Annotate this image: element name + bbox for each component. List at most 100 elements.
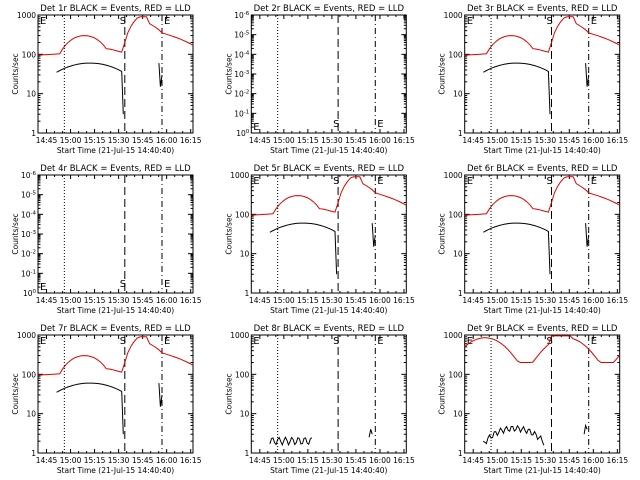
x-tick-label: 15:00 [486,456,508,465]
y-axis-label: Counts/sec [438,373,447,414]
x-tick-label: 16:00 [369,296,391,305]
y-tick-label: 100 [235,370,250,379]
y-tick-label: 1000 [17,331,36,340]
plot-title: Det 8r BLACK = Events, RED = LLD [254,324,405,334]
marker-E-start: E [467,176,473,187]
series-line-black [56,382,124,435]
x-tick-label: 16:00 [369,136,391,145]
series-line-black [269,222,338,275]
y-tick-label: 10-5 [234,31,250,40]
y-tick-label: 100 [235,210,250,219]
y-tick-label: 1000 [230,171,249,180]
x-tick-label: 16:15 [180,296,202,305]
series-line-red [251,176,407,216]
y-tick-label: 10 [453,410,463,419]
plot-frame [250,174,407,294]
x-tick-label: 15:15 [84,456,106,465]
detector-plot-panel: Det 7r BLACK = Events, RED = LLD 1 10 100 10… [11,324,202,475]
x-axis-label: Start Time (21-Jul-15 14:40:40) [270,146,387,155]
marker-S: S [333,119,339,130]
x-tick-label: 15:45 [132,296,154,305]
y-tick-label: 1000 [444,11,463,20]
y-tick-label: 100 [23,289,37,298]
marker-S: S [547,176,553,187]
x-tick-label: 16:00 [156,136,178,145]
detector-plot-panel: Det 3r BLACK = Events, RED = LLD 1 10 100 10… [438,4,629,155]
x-tick-label: 15:30 [108,296,130,305]
series-line-black [56,62,124,115]
y-tick-label: 1000 [444,171,463,180]
marker-E-end: E [591,336,597,347]
x-tick-label: 16:15 [393,136,415,145]
plot-title: Det 1r BLACK = Events, RED = LLD [40,4,191,14]
x-tick-label: 15:30 [108,136,130,145]
marker-S: S [120,336,126,347]
x-axis-label: Start Time (21-Jul-15 14:40:40) [57,466,174,475]
x-tick-label: 16:15 [180,456,202,465]
detector-plot-panel: Det 6r BLACK = Events, RED = LLD 1 10 100 10… [438,164,629,315]
series-line-black [368,429,373,438]
y-axis-label: Counts/sec [438,213,447,254]
y-tick-label: 100 [236,129,250,138]
plot-title: Det 7r BLACK = Events, RED = LLD [40,324,191,334]
y-axis-label: Counts/sec [224,373,233,414]
x-tick-label: 16:15 [607,136,629,145]
x-tick-label: 15:15 [510,456,532,465]
x-tick-label: 16:15 [607,456,629,465]
y-tick-label: 10-4 [234,50,250,59]
x-tick-label: 16:00 [583,296,605,305]
y-tick-label: 10 [240,250,250,259]
marker-E-start: E [253,176,259,187]
series-line-red [37,336,194,376]
x-tick-label: 14:45 [462,136,484,145]
x-tick-label: 15:00 [486,136,508,145]
x-tick-label: 15:45 [345,456,367,465]
y-axis-label: Counts/sec [224,53,233,94]
x-tick-label: 15:30 [534,296,556,305]
x-tick-label: 15:45 [345,296,367,305]
y-tick-label: 1 [458,129,463,138]
x-tick-label: 14:45 [249,136,271,145]
y-tick-label: 10-3 [234,70,250,79]
y-axis-label: Counts/sec [438,53,447,94]
marker-S: S [333,336,339,347]
y-tick-label: 10-6 [234,11,250,20]
y-tick-label: 100 [448,370,463,379]
y-tick-label: 10-2 [21,250,36,259]
y-tick-label: 100 [448,210,463,219]
x-tick-label: 15:30 [534,136,556,145]
plot-frame [37,14,194,134]
marker-E-start: E [40,16,46,27]
x-axis-label: Start Time (21-Jul-15 14:40:40) [57,146,174,155]
x-axis-label: Start Time (21-Jul-15 14:40:40) [484,146,601,155]
detector-plot-panel: Det 9r BLACK = Events, RED = LLD 1 10 100 10… [438,324,629,475]
x-tick-label: 16:00 [583,456,605,465]
marker-S: S [547,16,553,27]
marker-E-end: E [164,16,170,27]
x-axis-label: Start Time (21-Jul-15 14:40:40) [270,306,387,315]
x-tick-label: 15:30 [108,456,130,465]
marker-E-start: E [467,16,473,27]
marker-E-end: E [377,336,383,347]
series-line-red [464,16,620,56]
y-axis-label: Counts/sec [224,213,233,254]
marker-E-end: E [164,279,170,290]
y-tick-label: 1 [245,449,250,458]
y-tick-label: 10-3 [21,230,37,239]
x-tick-label: 16:15 [180,136,202,145]
x-tick-label: 16:15 [607,296,629,305]
x-tick-label: 15:15 [84,296,106,305]
x-tick-label: 16:00 [369,456,391,465]
series-line-black [583,423,588,435]
x-axis-label: Start Time (21-Jul-15 14:40:40) [484,306,601,315]
marker-E-end: E [591,176,597,187]
y-tick-label: 1 [458,449,463,458]
x-tick-label: 14:45 [462,456,484,465]
y-tick-label: 1 [245,289,250,298]
x-tick-label: 15:15 [510,296,532,305]
x-tick-label: 15:00 [273,456,295,465]
plot-title: Det 2r BLACK = Events, RED = LLD [254,4,405,14]
y-tick-label: 10 [26,90,36,99]
plot-frame [464,14,621,134]
